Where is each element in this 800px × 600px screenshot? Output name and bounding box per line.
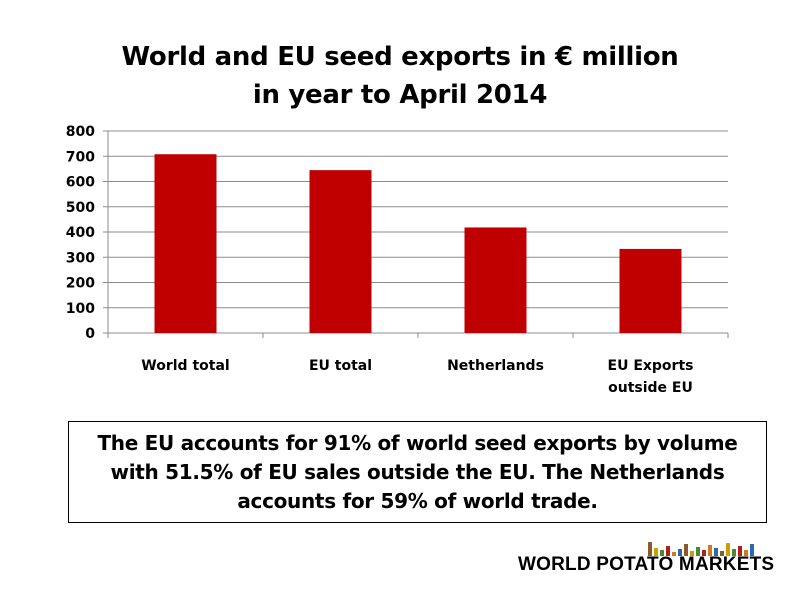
bar <box>619 248 682 333</box>
x-category-label: World total <box>141 358 229 374</box>
y-tick-label: 500 <box>66 200 95 216</box>
y-tick-label: 100 <box>66 301 95 317</box>
brand-bar <box>684 544 688 556</box>
y-tick-label: 700 <box>66 149 95 165</box>
x-category-label: EU total <box>309 358 372 374</box>
brand-bar <box>696 547 700 556</box>
y-tick-label: 600 <box>66 175 95 191</box>
brand-bar <box>690 551 694 556</box>
bars <box>154 154 682 333</box>
x-category-label: Netherlands <box>447 358 544 374</box>
y-tick-label: 800 <box>66 124 95 140</box>
brand-bar <box>672 552 676 556</box>
brand-bar <box>660 550 664 556</box>
x-category-label: EU Exports outside EU <box>608 358 694 396</box>
y-tick-label: 200 <box>66 276 95 292</box>
bar <box>464 227 527 333</box>
brand-bar <box>720 551 724 556</box>
brand-bar <box>744 550 748 556</box>
note-box: The EU accounts for 91% of world seed ex… <box>68 421 767 523</box>
brand-bar <box>714 548 718 556</box>
note-text: The EU accounts for 91% of world seed ex… <box>97 430 738 513</box>
brand-bar <box>726 543 730 556</box>
brand-bar <box>750 544 754 556</box>
brand-bar <box>678 549 682 556</box>
y-tick-labels: 0 100 200 300 400 500 600 700 800 <box>66 124 95 342</box>
chart-title-line: World and EU seed exports in € million <box>121 42 679 72</box>
chart-title-line: in year to April 2014 <box>252 80 548 110</box>
brand-bar <box>738 546 742 556</box>
brand-bar <box>708 545 712 556</box>
x-category-labels: World total EU total Netherlands EU Exports… <box>141 358 693 396</box>
brand-bar <box>702 550 706 556</box>
brand-bar <box>648 542 652 556</box>
brand-bar <box>732 549 736 556</box>
y-tick-label: 300 <box>66 250 95 266</box>
brand-logo: WORLD POTATO MARKETS <box>512 536 774 576</box>
chart-title: World and EU seed exports in € million in… <box>0 38 800 114</box>
bar <box>154 154 217 333</box>
y-tick-label: 0 <box>85 326 95 342</box>
brand-bar <box>666 546 670 556</box>
brand-bar <box>654 548 658 556</box>
brand-bars-icon <box>648 542 754 556</box>
bar <box>309 170 372 333</box>
y-tick-label: 400 <box>66 225 95 241</box>
brand-name: WORLD POTATO MARKETS <box>518 554 775 575</box>
